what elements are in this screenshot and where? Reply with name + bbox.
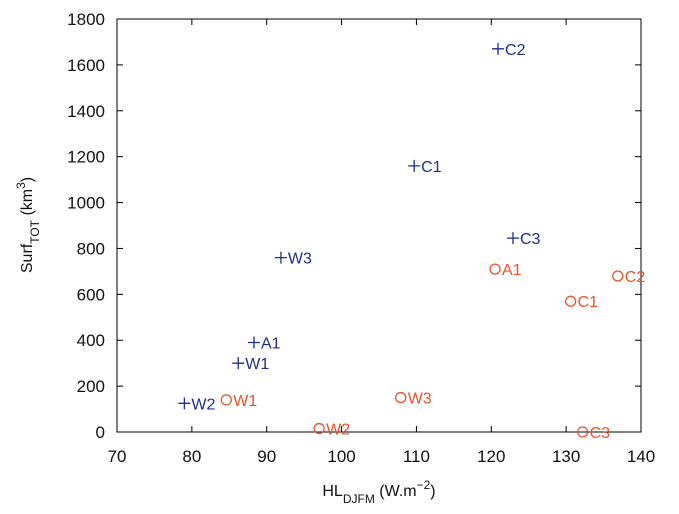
point [274,251,287,264]
point-label: A1 [502,262,522,279]
y-tick-label: 800 [77,239,105,258]
axis-title-part: (W.m [375,483,417,500]
y-tick-label: 1600 [67,56,105,75]
point [489,263,501,275]
x-tick-label: 120 [477,447,505,466]
point [408,159,421,172]
y-tick-label: 1000 [67,194,105,213]
y-axis-title: SurfTOT (km3) [14,177,42,273]
x-tick-label: 130 [552,447,580,466]
x-axis-title: HLDJFM (W.m−2) [322,478,435,506]
point-label: W3 [408,391,432,408]
point [220,394,232,406]
axis-title-part: DJFM [343,492,375,506]
point-label: W1 [245,356,269,373]
point [313,422,325,435]
point-label: C2 [505,42,526,59]
point [247,336,260,349]
axis-title-part: HL [322,483,343,500]
axis-title-part: 3 [14,182,28,189]
point-label: W2 [326,422,350,439]
x-tick-label: 90 [257,447,276,466]
x-tick-label: 80 [182,447,201,466]
x-tick-label: 100 [327,447,355,466]
point-label: W2 [191,396,215,413]
axis-title-part: −2 [417,478,431,492]
point [178,397,191,410]
axis-title-part: Surf [19,243,36,273]
y-tick-label: 200 [77,377,105,396]
point [232,357,245,370]
y-tick-label: 0 [96,423,105,442]
y-tick-label: 1800 [67,10,105,29]
point-label: A1 [261,336,281,353]
y-tick-label: 1400 [67,102,105,121]
point-label: C3 [590,425,611,442]
point [576,426,589,438]
x-tick-label: 70 [108,447,127,466]
point [492,42,505,55]
point-label: W1 [233,393,257,410]
y-tick-label: 600 [77,285,105,304]
x-tick-label: 140 [627,447,655,466]
axis-title-part: TOT [28,219,42,243]
point [506,232,519,245]
plot-frame [116,18,642,433]
point [395,391,407,404]
point-label: C2 [625,269,646,286]
x-tick-label: 110 [403,447,430,466]
point-label: C3 [520,231,541,248]
point [612,270,624,282]
point [564,295,577,307]
point-label: C1 [578,294,599,311]
axis-title-part: ) [19,177,36,182]
point-label: C1 [421,159,442,176]
axis-title-part: (km [19,189,36,220]
y-tick-label: 400 [77,331,105,350]
axis-title-part: ) [430,483,435,500]
y-tick-label: 1200 [67,148,105,167]
point-label: W3 [288,251,312,268]
